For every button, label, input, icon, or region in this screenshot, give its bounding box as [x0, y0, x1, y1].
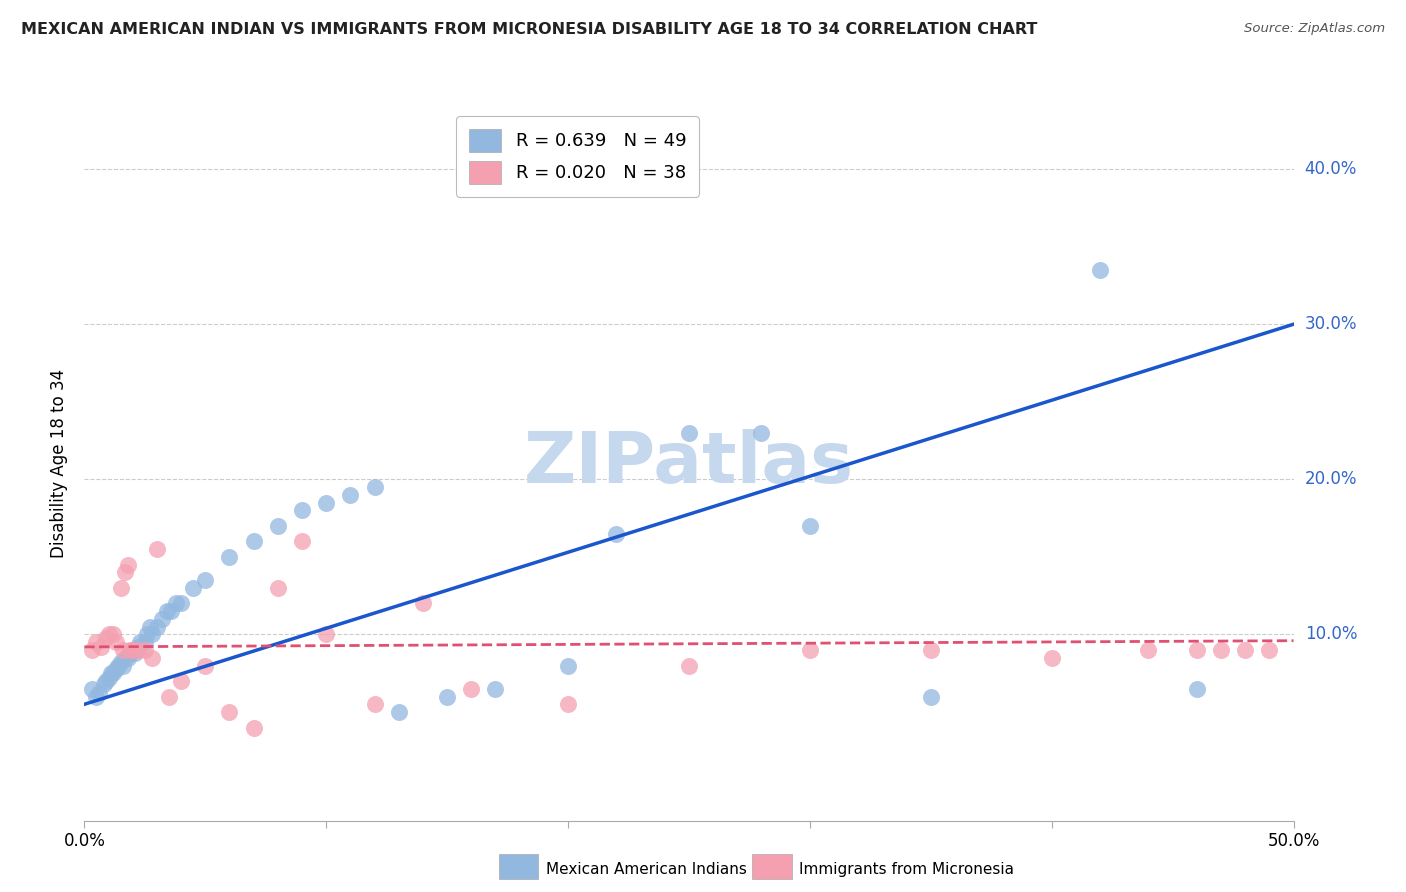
Point: [165, 597, 187, 611]
Point: [127, 640, 149, 654]
Point: [107, 658, 129, 673]
Point: [117, 650, 139, 665]
Point: [242, 534, 264, 549]
Text: Immigrants from Micronesia: Immigrants from Micronesia: [799, 863, 1014, 877]
Point: [86, 690, 108, 704]
Point: [605, 526, 627, 541]
Point: [557, 698, 579, 712]
Point: [291, 503, 314, 517]
Point: [80, 681, 103, 696]
Point: [181, 581, 204, 595]
Point: [150, 612, 173, 626]
Point: [412, 597, 434, 611]
Point: [100, 666, 122, 681]
Point: [1209, 643, 1232, 657]
Point: [103, 666, 125, 681]
Point: [120, 643, 142, 657]
Point: [751, 425, 773, 440]
Point: [436, 690, 458, 704]
Point: [460, 681, 482, 696]
Point: [114, 650, 136, 665]
Point: [267, 519, 290, 533]
Point: [93, 677, 115, 691]
Point: [138, 620, 160, 634]
Point: [129, 635, 152, 649]
Point: [146, 620, 169, 634]
Point: [484, 681, 506, 696]
Point: [146, 542, 169, 557]
Point: [170, 597, 193, 611]
Point: [1185, 681, 1208, 696]
Point: [117, 558, 139, 572]
Point: [218, 549, 240, 564]
Point: [920, 643, 942, 657]
Point: [242, 721, 264, 735]
Point: [127, 643, 149, 657]
Point: [112, 658, 135, 673]
Legend: R = 0.639   N = 49, R = 0.020   N = 38: R = 0.639 N = 49, R = 0.020 N = 38: [456, 116, 699, 197]
Text: 40.0%: 40.0%: [1305, 160, 1357, 178]
Point: [104, 635, 127, 649]
Point: [170, 673, 193, 688]
Point: [124, 646, 146, 660]
Point: [155, 604, 177, 618]
Point: [87, 686, 110, 700]
Point: [557, 658, 579, 673]
Point: [678, 658, 700, 673]
Text: ZIPatlas: ZIPatlas: [524, 429, 853, 499]
Point: [160, 604, 183, 618]
Point: [799, 643, 821, 657]
Point: [315, 495, 337, 509]
Point: [121, 643, 143, 657]
Point: [114, 566, 136, 580]
Point: [97, 627, 120, 641]
Point: [80, 643, 103, 657]
Point: [363, 480, 385, 494]
Point: [94, 631, 117, 645]
Point: [103, 627, 125, 641]
Point: [388, 705, 411, 719]
Point: [267, 581, 290, 595]
Point: [218, 705, 240, 719]
Text: Mexican American Indians: Mexican American Indians: [546, 863, 747, 877]
Point: [194, 573, 217, 587]
Point: [799, 519, 821, 533]
Point: [1137, 643, 1160, 657]
Point: [363, 698, 385, 712]
Point: [90, 640, 112, 654]
Point: [1088, 263, 1111, 277]
Point: [1040, 650, 1063, 665]
Text: 20.0%: 20.0%: [1305, 470, 1357, 488]
Point: [141, 627, 163, 641]
Point: [110, 581, 132, 595]
Point: [112, 643, 135, 657]
Text: Source: ZipAtlas.com: Source: ZipAtlas.com: [1244, 22, 1385, 36]
Y-axis label: Disability Age 18 to 34: Disability Age 18 to 34: [51, 369, 69, 558]
Point: [134, 643, 156, 657]
Point: [94, 673, 117, 688]
Text: MEXICAN AMERICAN INDIAN VS IMMIGRANTS FROM MICRONESIA DISABILITY AGE 18 TO 34 CO: MEXICAN AMERICAN INDIAN VS IMMIGRANTS FR…: [21, 22, 1038, 37]
Point: [110, 656, 132, 670]
Point: [194, 658, 217, 673]
Point: [291, 534, 314, 549]
Point: [141, 650, 163, 665]
Point: [678, 425, 700, 440]
Point: [920, 690, 942, 704]
Point: [104, 662, 127, 676]
Point: [121, 643, 143, 657]
Point: [120, 646, 142, 660]
Point: [86, 635, 108, 649]
Point: [134, 635, 156, 649]
Text: 30.0%: 30.0%: [1305, 315, 1357, 334]
Point: [157, 690, 180, 704]
Point: [315, 627, 337, 641]
Point: [136, 627, 159, 641]
Point: [1258, 643, 1281, 657]
Point: [1185, 643, 1208, 657]
Point: [97, 671, 120, 685]
Text: 10.0%: 10.0%: [1305, 625, 1357, 643]
Point: [339, 488, 361, 502]
Point: [1234, 643, 1257, 657]
